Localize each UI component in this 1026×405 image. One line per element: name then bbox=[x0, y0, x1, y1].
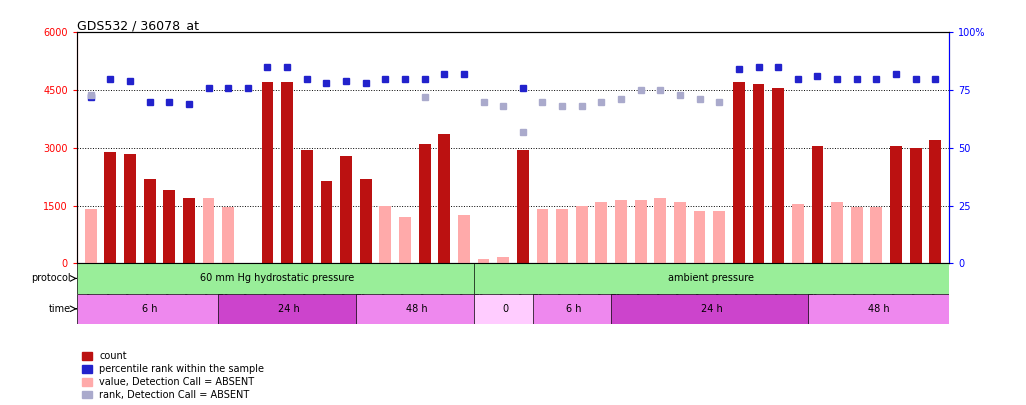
Bar bbox=[144, 179, 156, 263]
Bar bbox=[910, 148, 921, 263]
Bar bbox=[792, 204, 803, 263]
Bar bbox=[356, 294, 478, 324]
Bar bbox=[870, 207, 882, 263]
Bar bbox=[635, 200, 646, 263]
Bar bbox=[694, 211, 706, 263]
Bar bbox=[474, 263, 949, 294]
Bar bbox=[517, 150, 528, 263]
Bar bbox=[851, 207, 863, 263]
Bar bbox=[595, 202, 607, 263]
Text: 24 h: 24 h bbox=[701, 304, 722, 314]
Bar bbox=[773, 88, 784, 263]
Bar bbox=[655, 198, 666, 263]
Bar bbox=[674, 202, 685, 263]
Bar bbox=[341, 156, 352, 263]
Bar bbox=[753, 84, 764, 263]
Bar bbox=[831, 202, 843, 263]
Bar bbox=[183, 198, 195, 263]
Bar bbox=[438, 134, 450, 263]
Bar bbox=[77, 294, 223, 324]
Text: 60 mm Hg hydrostatic pressure: 60 mm Hg hydrostatic pressure bbox=[200, 273, 354, 283]
Bar bbox=[85, 209, 96, 263]
Text: 48 h: 48 h bbox=[406, 304, 428, 314]
Bar bbox=[812, 146, 823, 263]
Text: 24 h: 24 h bbox=[278, 304, 300, 314]
Bar bbox=[399, 217, 410, 263]
Bar bbox=[281, 82, 293, 263]
Bar bbox=[478, 260, 489, 263]
Bar bbox=[219, 294, 360, 324]
Text: ambient pressure: ambient pressure bbox=[668, 273, 754, 283]
Bar bbox=[360, 179, 371, 263]
Bar bbox=[576, 206, 588, 263]
Bar bbox=[537, 209, 548, 263]
Text: 48 h: 48 h bbox=[868, 304, 890, 314]
Bar bbox=[458, 215, 470, 263]
Bar bbox=[713, 211, 725, 263]
Bar bbox=[616, 200, 627, 263]
Bar bbox=[419, 144, 431, 263]
Bar bbox=[105, 151, 116, 263]
Bar bbox=[733, 82, 745, 263]
Bar bbox=[77, 263, 478, 294]
Text: GDS532 / 36078_at: GDS532 / 36078_at bbox=[77, 19, 199, 32]
Bar bbox=[203, 198, 214, 263]
Bar bbox=[556, 209, 568, 263]
Text: time: time bbox=[49, 304, 71, 314]
Bar bbox=[611, 294, 812, 324]
Bar bbox=[223, 207, 234, 263]
Bar bbox=[532, 294, 616, 324]
Bar bbox=[380, 206, 391, 263]
Text: 6 h: 6 h bbox=[566, 304, 582, 314]
Legend: count, percentile rank within the sample, value, Detection Call = ABSENT, rank, : count, percentile rank within the sample… bbox=[82, 352, 265, 400]
Text: protocol: protocol bbox=[32, 273, 71, 283]
Bar bbox=[498, 258, 509, 263]
Text: 6 h: 6 h bbox=[142, 304, 157, 314]
Bar bbox=[891, 146, 902, 263]
Bar bbox=[124, 153, 135, 263]
Bar bbox=[301, 150, 313, 263]
Bar bbox=[320, 181, 332, 263]
Text: 0: 0 bbox=[502, 304, 508, 314]
Bar bbox=[930, 140, 941, 263]
Bar bbox=[163, 190, 175, 263]
Bar bbox=[262, 82, 273, 263]
Bar bbox=[807, 294, 949, 324]
Bar bbox=[474, 294, 537, 324]
